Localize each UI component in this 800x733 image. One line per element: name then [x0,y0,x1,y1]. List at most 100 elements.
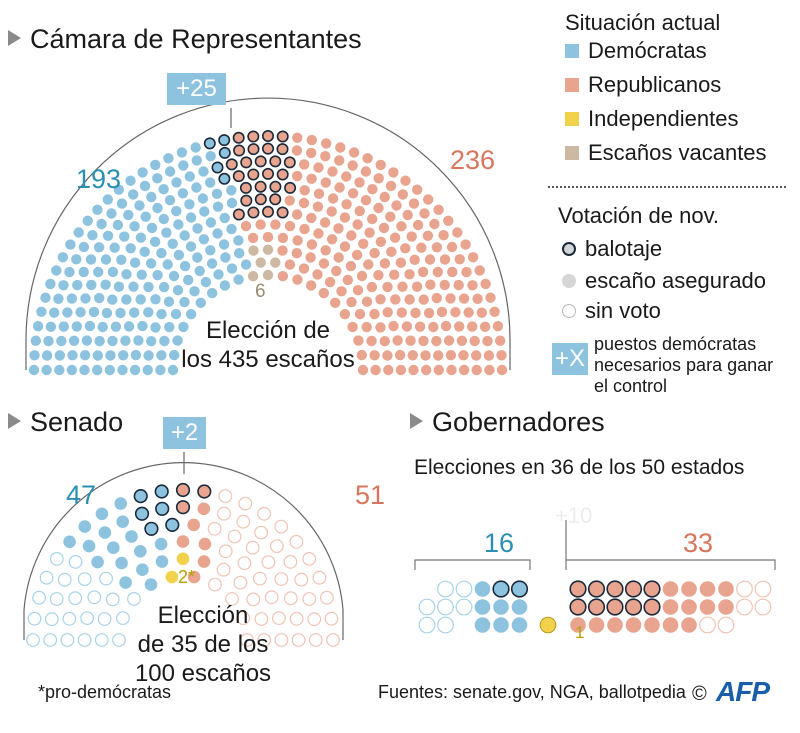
senate-seat-rep [236,611,251,625]
legend-plus-x-text: puestos demócratas necesarios para ganar… [594,334,773,397]
house-seat-rep [404,269,415,280]
house-seat-dem [143,350,154,361]
house-seat-dem [115,307,126,319]
senate-seat-rep [302,552,317,566]
senate-seat-dem [27,611,42,626]
house-seat-dem [86,279,97,291]
house-seat-rep [467,280,478,291]
house-seat-dem [121,269,132,280]
governor-rep [681,599,697,615]
house-seat-dem [94,292,105,304]
house-seat-rep [347,321,358,333]
house-seat-rep [428,321,439,333]
house-seat-dem [78,266,89,278]
gov-rep-count: 33 [683,528,714,558]
senate-seat-dem [91,555,104,569]
senate-center-line1: Elección [157,602,249,629]
senate-seat-dem [114,497,127,510]
legend-plus-x-line2: necesarios para ganar [594,355,774,375]
senate-seat-dem [115,611,130,625]
senate-seat-rep [257,633,272,647]
senate-seat-rep [237,556,252,570]
house-seat-dem [40,292,51,303]
house-seat-dem [100,254,112,265]
senate-seat-dem [136,563,149,576]
senate-seat-dem [44,612,59,627]
house-seat-rep [261,205,274,218]
legend-novote: sin voto [562,300,661,322]
house-seat-rep [414,321,426,332]
house-seat-dem [92,204,103,215]
senate-seat-dem [32,590,46,605]
house-seat-dem [140,211,151,222]
house-seat-rep [321,138,332,149]
senate-seat-dem [87,590,102,605]
house-seat-dem [185,241,197,252]
senate-seat-rep [270,539,284,553]
house-seat-rep [292,274,303,285]
senate-seat-dem [80,611,94,625]
dem-swatch [565,44,579,58]
senate-seat-rep [312,570,327,585]
house-seat-rep [276,130,289,143]
house-seat-rep [382,307,393,318]
house-seat-dem [101,307,113,319]
house-seat-dem [240,259,252,270]
senate-seat-rep [238,496,253,511]
house-seat-rep [240,220,252,232]
house-seat-dem [62,307,73,318]
legend-vacant: Escaños vacantes [565,142,767,164]
legend-secured: escaño asegurado [562,270,766,292]
house-seat-rep [239,181,252,194]
senate-seat-rep [307,612,322,627]
senate-seat-rep [233,575,248,590]
house-seat-dem [146,336,157,347]
governor-rep [662,581,679,597]
house-seat-rep [439,254,451,265]
house-seat-dem [167,238,178,249]
senate-seat-rep [264,590,279,605]
house-seat-dem [64,266,75,278]
house-seat-rep [292,170,303,182]
house-seat-dem [191,182,202,193]
house-seat-rep [454,254,465,265]
governor-dem [437,580,454,598]
senate-seat-rep [289,611,304,626]
legend-plus-x-badge: +X [552,343,588,375]
legend-runoff: balotaje [562,238,662,260]
house-seat-rep [440,320,452,332]
senate-seat-dem [105,592,120,607]
house-seat-dem [121,294,132,305]
house-seat-rep [313,162,324,173]
house-seat-dem [109,242,120,253]
house-seat-rep [306,173,317,184]
house-seat-rep [482,335,493,347]
house-seat-dem [205,217,217,228]
house-seat-rep [379,336,390,347]
house-seat-dem [129,257,141,268]
house-seat-rep [456,335,468,346]
house-seat-dem [118,350,129,361]
governor-dem [511,617,528,633]
senate-seat-rep [261,555,276,569]
house-seat-rep [327,166,338,177]
house-seat-rep [269,193,282,206]
legend-democrats-label: Demócratas [588,38,707,63]
gov-badge: +10 [555,503,593,528]
senate-seat-dem [49,552,64,566]
house-seat-dem [164,321,175,333]
senate-seat-dem [119,576,132,589]
house-seat-dem [67,350,78,361]
house-seat-dem [97,321,108,333]
senate-seat-dem [43,633,58,647]
house-seat-rep [318,258,330,269]
house-seat-rep [472,293,483,304]
house-seat-dem [137,320,148,332]
senate-seat-rep [254,525,269,540]
governor-rep [587,580,606,598]
house-seat-rep [446,241,458,253]
senate-seat-dem [125,530,138,543]
house-seat-rep [467,252,479,263]
ind-swatch [565,112,579,126]
senate-seat-dem [144,521,159,536]
